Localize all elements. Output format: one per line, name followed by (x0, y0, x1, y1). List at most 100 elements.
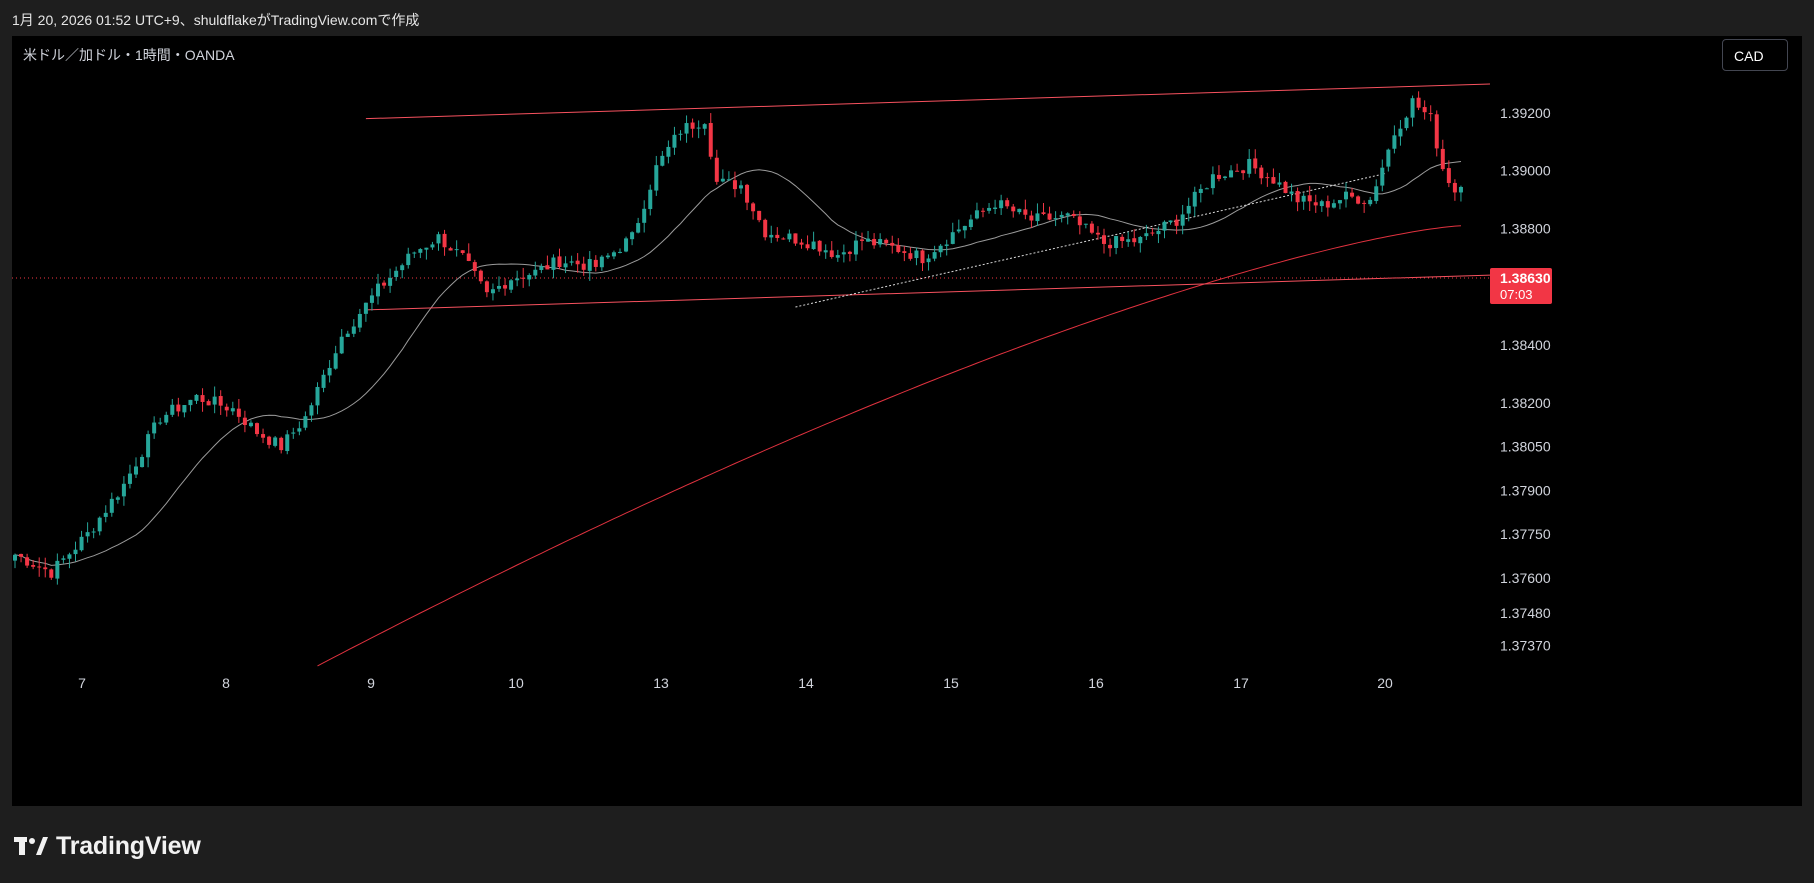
price-axis-label: 1.39000 (1500, 163, 1551, 179)
moving-average-long (317, 225, 1462, 667)
candle-body (1380, 167, 1385, 186)
candle-body (436, 234, 441, 244)
candle-body (551, 257, 556, 270)
candle-body (49, 569, 54, 578)
candle-body (1277, 182, 1282, 185)
candle-body (91, 531, 96, 533)
candle-body (1126, 239, 1131, 242)
candle-body (466, 253, 471, 261)
candle-body (121, 483, 126, 497)
candle-body (315, 386, 320, 406)
candle-body (1216, 174, 1221, 179)
candle-body (442, 233, 447, 248)
candle-body (642, 208, 647, 223)
candle-body (176, 404, 181, 412)
candle-body (841, 252, 846, 255)
candle-body (1198, 188, 1203, 193)
candle-body (993, 207, 998, 210)
candle-body (1241, 170, 1246, 174)
candle-body (1229, 170, 1234, 178)
time-axis-label: 17 (1233, 675, 1249, 691)
candle-body (1095, 232, 1100, 235)
candle-body (563, 263, 568, 268)
candle-body (170, 404, 175, 415)
candle-body (1344, 191, 1348, 200)
candle-body (236, 408, 241, 417)
price-axis[interactable]: 1.39200 1.39000 1.38800 1.38400 1.38200 1.380… (1500, 105, 1551, 653)
price-tag-box (1490, 267, 1552, 304)
candle-body (793, 233, 798, 244)
candle-body (134, 466, 138, 475)
candlestick-series (13, 91, 1463, 585)
candle-body (291, 432, 296, 434)
price-tag-countdown: 07:03 (1500, 287, 1533, 302)
candle-body (140, 456, 145, 468)
candle-body (1362, 202, 1367, 204)
candle-body (19, 553, 24, 557)
candle-body (357, 313, 362, 328)
candle-body (1162, 221, 1167, 231)
candle-body (787, 233, 792, 240)
candle-body (811, 241, 816, 250)
candle-body (484, 281, 489, 293)
candle-body (1035, 213, 1040, 222)
time-axis-label: 8 (222, 675, 230, 691)
candle-body (212, 396, 217, 405)
price-chart[interactable]: 1.39200 1.39000 1.38800 1.38400 1.38200 1.380… (12, 36, 1802, 806)
candle-body (1404, 117, 1409, 129)
candle-body (599, 256, 604, 268)
candle-body (956, 229, 961, 232)
candle-body (1307, 195, 1312, 202)
candle-body (152, 422, 157, 434)
candle-body (593, 259, 598, 267)
candle-body (412, 252, 417, 254)
candle-body (1023, 209, 1028, 215)
candle-body (339, 336, 344, 354)
candle-body (1295, 191, 1300, 203)
candle-body (684, 123, 689, 134)
candle-body (1059, 214, 1064, 218)
candle-body (866, 238, 871, 242)
candle-body (1144, 233, 1149, 237)
candle-body (1253, 158, 1258, 169)
candle-body (363, 302, 368, 314)
candle-body (1301, 195, 1306, 202)
currency-button[interactable]: CAD (1722, 39, 1788, 71)
candle-body (1428, 113, 1433, 115)
candle-body (351, 326, 356, 334)
candle-body (763, 219, 768, 238)
footer-logo[interactable]: TradingView (14, 828, 201, 864)
candle-body (981, 210, 985, 212)
candle-body (920, 250, 925, 264)
time-axis-label: 9 (367, 675, 375, 691)
time-axis-label: 10 (508, 675, 524, 691)
price-tag-price: 1.38630 (1500, 270, 1551, 286)
candle-body (255, 423, 259, 435)
candle-body (775, 234, 780, 238)
candle-body (1029, 215, 1034, 221)
candle-body (394, 270, 399, 277)
candle-body (1120, 236, 1125, 242)
candle-body (1283, 181, 1288, 194)
candle-body (999, 200, 1004, 209)
candle-body (103, 512, 108, 517)
candle-body (478, 270, 483, 282)
symbol-info: 米ドル／加ドル・1時間・OANDA (23, 47, 235, 63)
candle-body (327, 367, 332, 376)
candle-body (1138, 237, 1143, 244)
candle-body (799, 242, 804, 245)
time-axis[interactable]: 7 8 9 10 13 14 15 16 17 20 (78, 675, 1393, 691)
candle-body (902, 251, 907, 253)
candle-body (158, 422, 163, 424)
time-axis-label: 13 (653, 675, 669, 691)
candle-body (345, 333, 350, 337)
candle-body (1065, 213, 1070, 216)
candle-body (545, 265, 550, 270)
candle-body (1053, 218, 1058, 220)
drawn-trendlines[interactable] (12, 83, 1491, 311)
chart-panel[interactable]: 1.39200 1.39000 1.38800 1.38400 1.38200 1.380… (12, 36, 1802, 806)
candle-body (1271, 177, 1276, 184)
candle-body (1017, 208, 1022, 213)
ma-long-line (317, 225, 1462, 667)
candle-body (85, 532, 90, 537)
